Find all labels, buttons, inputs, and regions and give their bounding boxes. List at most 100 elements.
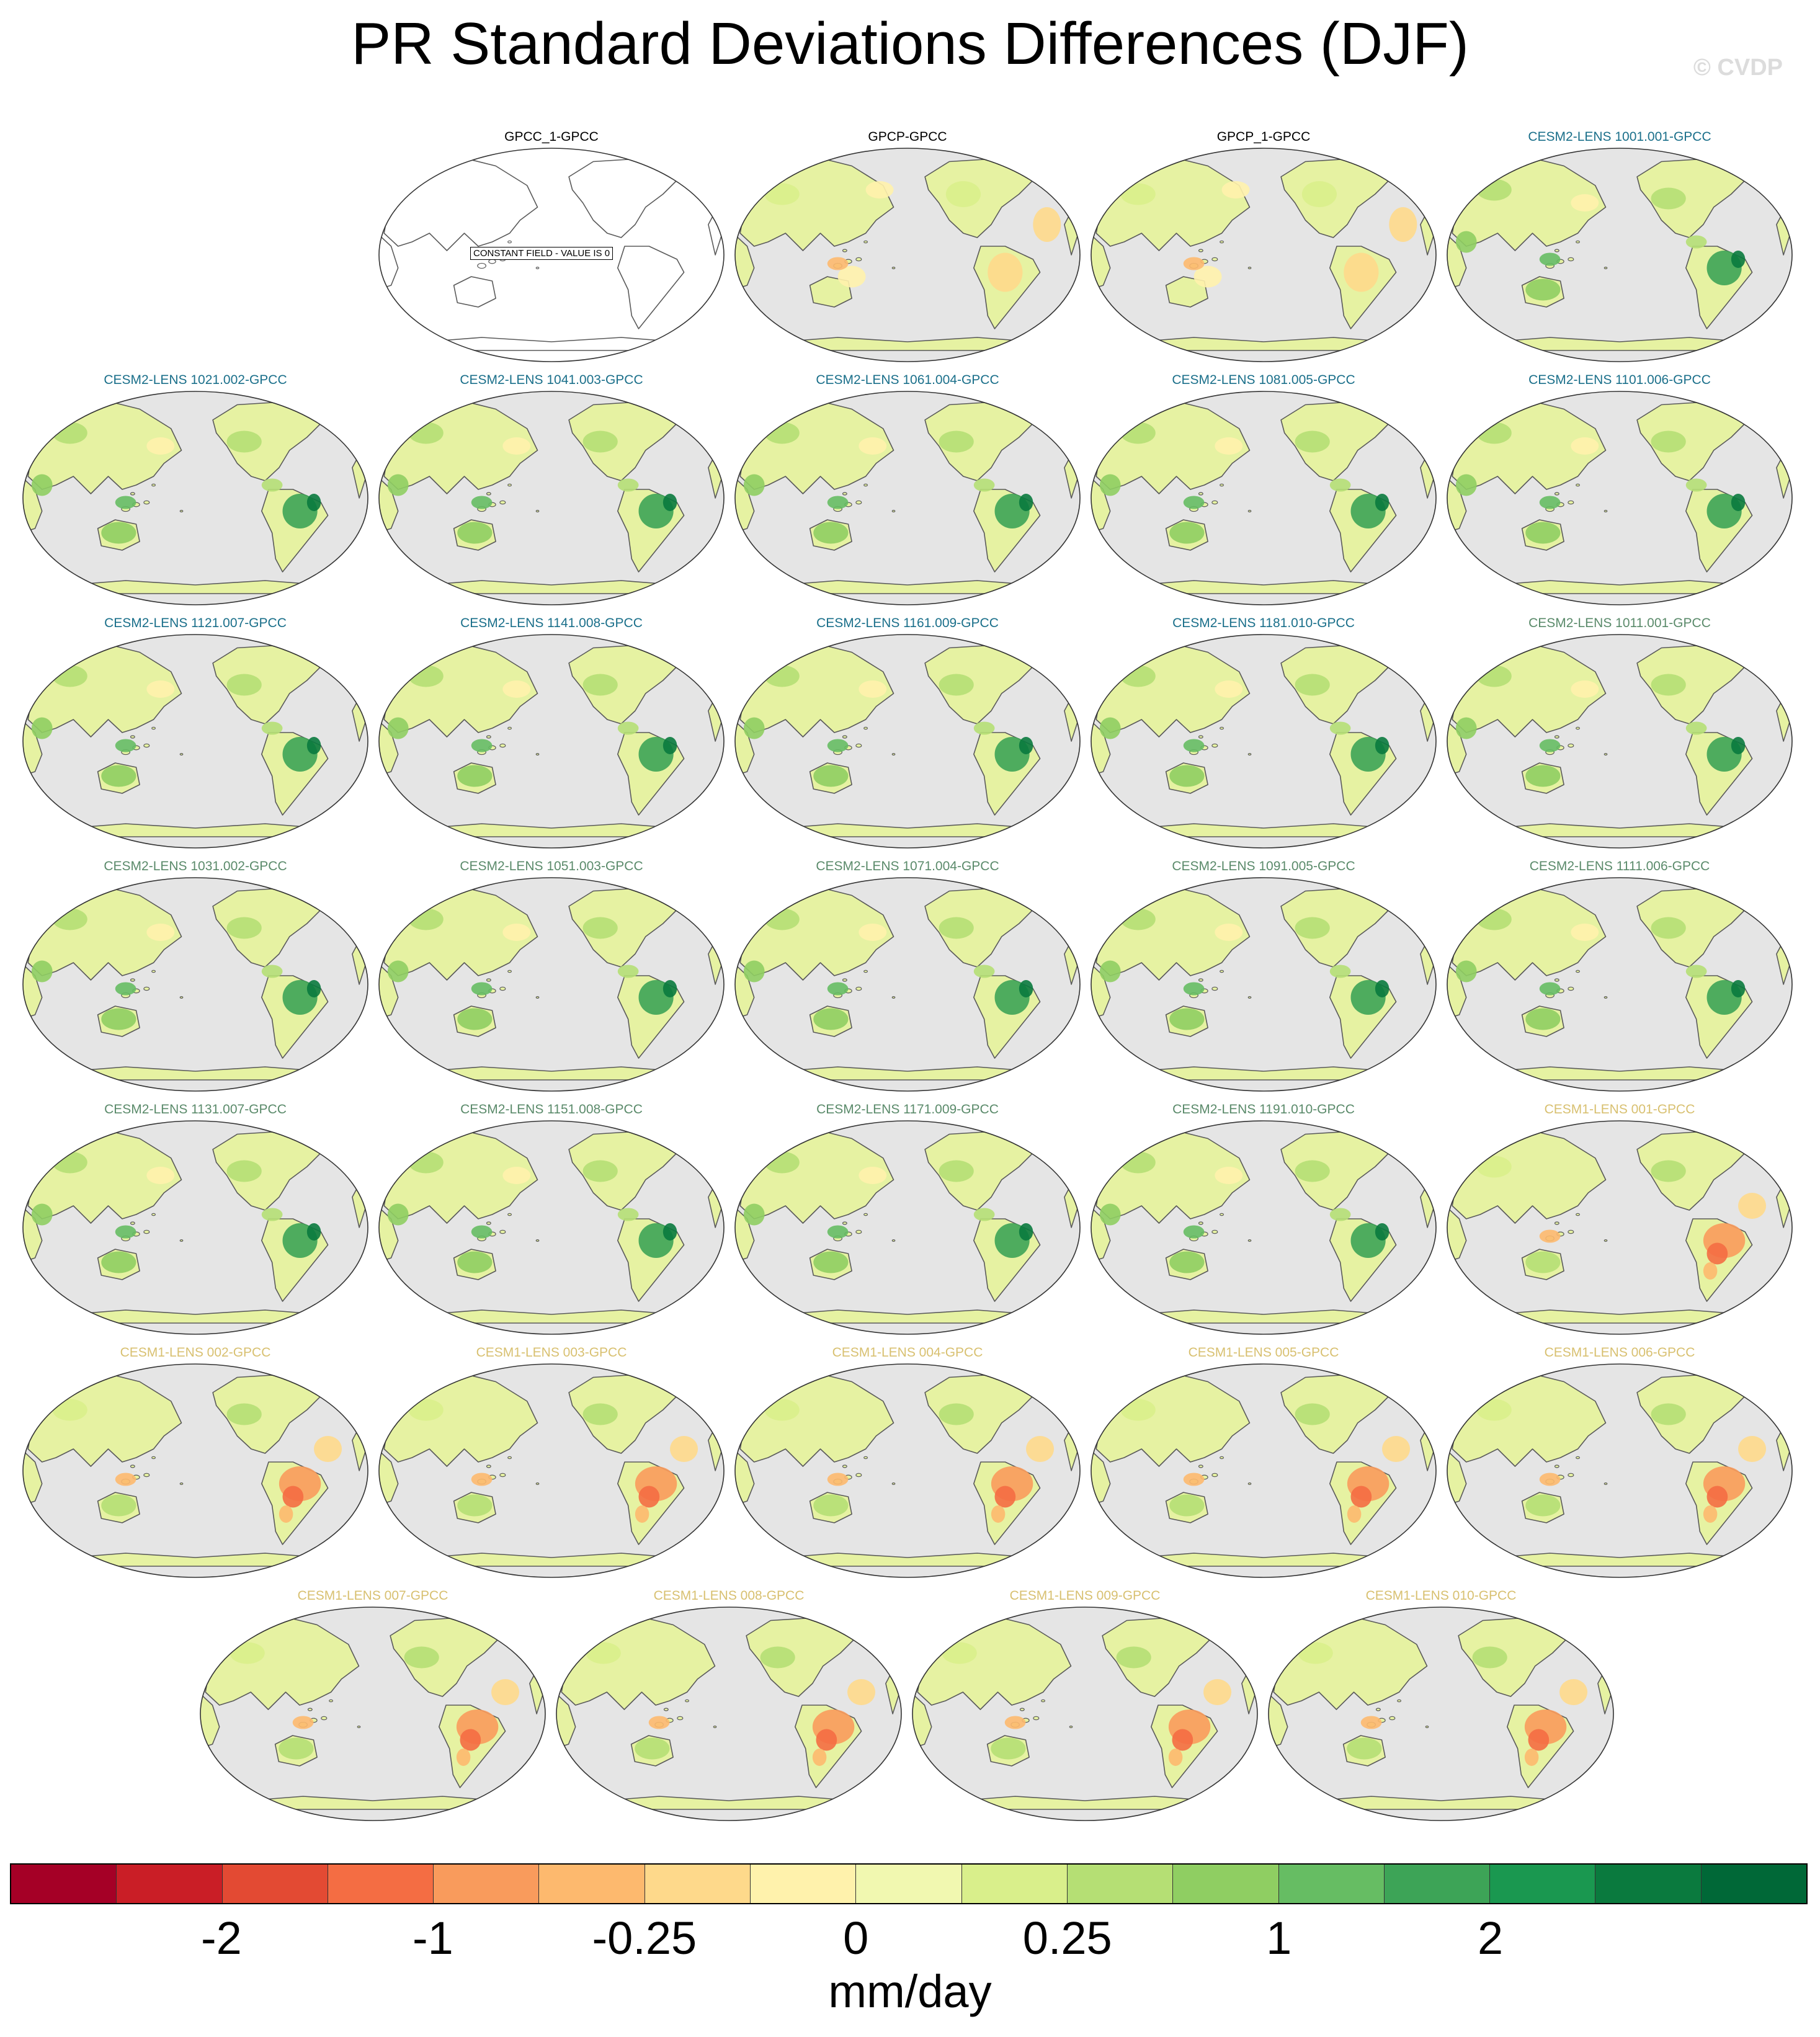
map-panel: CESM1-LENS 001-GPCC bbox=[1445, 1102, 1794, 1345]
island bbox=[179, 510, 184, 512]
anomaly-region bbox=[261, 1208, 283, 1221]
island bbox=[499, 1473, 506, 1478]
island bbox=[143, 743, 150, 748]
map-border bbox=[1447, 1363, 1793, 1578]
map-panel: CESM1-LENS 002-GPCC bbox=[21, 1345, 370, 1588]
anomaly-region bbox=[1455, 474, 1477, 496]
island bbox=[855, 1473, 862, 1478]
anomaly-region bbox=[582, 674, 618, 696]
anomaly-region bbox=[115, 496, 136, 509]
island bbox=[486, 492, 491, 496]
landmass-antarctica bbox=[1314, 1796, 1568, 1810]
island bbox=[863, 483, 868, 487]
anomaly-region bbox=[1455, 231, 1477, 253]
landmass-antarctica bbox=[958, 1796, 1211, 1810]
anomaly-region bbox=[743, 717, 765, 739]
anomaly-region bbox=[1347, 1737, 1382, 1760]
anomaly-region bbox=[1183, 982, 1205, 996]
island bbox=[1554, 249, 1559, 252]
anomaly-region bbox=[859, 680, 887, 698]
map-border bbox=[200, 1607, 546, 1821]
anomaly-region bbox=[457, 765, 493, 787]
colorbar-box bbox=[1278, 1865, 1385, 1903]
anomaly-region bbox=[1193, 265, 1222, 288]
panel-title: CESM2-LENS 1111.006-GPCC bbox=[1529, 859, 1710, 873]
anomaly-region bbox=[146, 437, 175, 455]
island bbox=[507, 483, 512, 487]
island bbox=[1568, 986, 1574, 991]
island bbox=[499, 743, 506, 748]
anomaly-region bbox=[743, 1203, 765, 1226]
anomaly-region bbox=[456, 1749, 471, 1766]
map-plot bbox=[1091, 634, 1437, 849]
landmass-antarctica bbox=[781, 580, 1034, 594]
anomaly-region bbox=[1169, 1494, 1205, 1517]
anomaly-region bbox=[1295, 430, 1330, 453]
landmass-antarctica bbox=[781, 1553, 1034, 1567]
landmass-antarctica bbox=[69, 1066, 322, 1081]
map-panel: CESM1-LENS 009-GPCC bbox=[911, 1588, 1259, 1831]
map-plot bbox=[378, 391, 725, 605]
anomaly-region bbox=[1731, 494, 1746, 511]
map-plot bbox=[912, 1607, 1258, 1821]
island bbox=[535, 510, 540, 512]
island bbox=[855, 257, 862, 262]
island bbox=[663, 1708, 669, 1711]
anomaly-region bbox=[146, 680, 175, 698]
anomaly-region bbox=[859, 437, 887, 455]
anomaly-region bbox=[743, 960, 765, 983]
anomaly-region bbox=[1183, 257, 1205, 270]
anomaly-region bbox=[827, 496, 849, 509]
anomaly-region bbox=[638, 1486, 660, 1508]
anomaly-region bbox=[837, 265, 866, 288]
island bbox=[1568, 743, 1574, 748]
anomaly-region bbox=[617, 965, 639, 978]
anomaly-region bbox=[1539, 496, 1561, 509]
anomaly-region bbox=[226, 674, 262, 696]
map-panel: CESM2-LENS 1001.001-GPCC bbox=[1445, 129, 1794, 372]
island bbox=[1220, 1456, 1224, 1460]
island bbox=[891, 510, 896, 512]
island bbox=[179, 753, 184, 756]
island bbox=[855, 500, 862, 505]
map-panel: CESM2-LENS 1161.009-GPCC bbox=[733, 615, 1082, 858]
anomaly-region bbox=[1685, 235, 1707, 249]
anomaly-region bbox=[827, 982, 849, 996]
map-panel: CESM2-LENS 1051.003-GPCC bbox=[377, 858, 726, 1102]
panel-title: CESM2-LENS 1161.009-GPCC bbox=[816, 616, 999, 630]
map-plot bbox=[200, 1607, 546, 1821]
anomaly-region bbox=[31, 474, 53, 496]
map-border bbox=[734, 391, 1081, 605]
anomaly-region bbox=[973, 721, 995, 735]
anomaly-region bbox=[101, 1494, 136, 1517]
island bbox=[1033, 1716, 1040, 1721]
anomaly-region bbox=[457, 1494, 493, 1517]
anomaly-region bbox=[491, 1679, 520, 1705]
island bbox=[1576, 726, 1580, 730]
island bbox=[855, 986, 862, 991]
island bbox=[863, 726, 868, 730]
anomaly-region bbox=[827, 1473, 849, 1486]
panel-title: CESM1-LENS 007-GPCC bbox=[297, 1589, 448, 1603]
anomaly-region bbox=[387, 1203, 409, 1226]
landmass-antarctica bbox=[1137, 580, 1390, 594]
anomaly-region bbox=[942, 1642, 977, 1664]
anomaly-region bbox=[1295, 1160, 1330, 1182]
landmass-antarctica bbox=[69, 1553, 322, 1567]
panel-title: CESM2-LENS 1091.005-GPCC bbox=[1172, 859, 1355, 873]
island bbox=[1397, 1699, 1401, 1703]
map-panel: CESM2-LENS 1041.003-GPCC bbox=[377, 372, 726, 615]
anomaly-region bbox=[226, 1160, 262, 1182]
island bbox=[1576, 969, 1580, 973]
anomaly-region bbox=[827, 257, 849, 270]
map-plot bbox=[22, 1120, 368, 1335]
landmass-antarctica bbox=[1493, 1553, 1746, 1567]
anomaly-region bbox=[292, 1716, 314, 1729]
colorbar-box bbox=[1595, 1865, 1702, 1903]
panel-title: CESM2-LENS 1191.010-GPCC bbox=[1172, 1102, 1355, 1117]
anomaly-region bbox=[812, 1749, 827, 1766]
map-plot bbox=[1447, 148, 1793, 362]
anomaly-region bbox=[1169, 1251, 1205, 1273]
island bbox=[1568, 257, 1574, 262]
anomaly-region bbox=[1571, 437, 1599, 455]
